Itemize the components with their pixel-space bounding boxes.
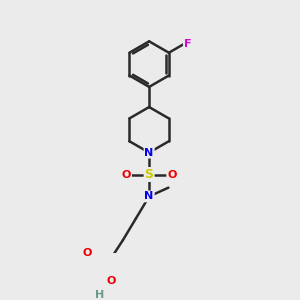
Text: O: O — [107, 276, 116, 286]
Text: H: H — [94, 290, 104, 300]
Text: O: O — [122, 169, 131, 179]
Text: N: N — [145, 148, 154, 158]
Text: S: S — [145, 168, 154, 181]
Text: F: F — [184, 39, 191, 50]
Text: O: O — [167, 169, 177, 179]
Text: N: N — [145, 191, 154, 201]
Text: O: O — [83, 248, 92, 257]
